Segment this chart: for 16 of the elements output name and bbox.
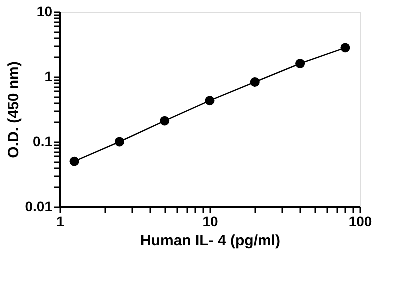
point bbox=[205, 96, 215, 106]
point bbox=[160, 116, 170, 126]
x-tick-label: 100 bbox=[348, 214, 372, 230]
point bbox=[114, 137, 124, 147]
y-tick-label: 0.01 bbox=[25, 198, 53, 214]
point bbox=[340, 43, 350, 53]
point bbox=[250, 78, 260, 87]
y-axis-title: O.D. (450 nm) bbox=[5, 62, 22, 158]
y-tick-label: 0.1 bbox=[33, 134, 53, 150]
point bbox=[70, 156, 80, 166]
y-tick-label: 10 bbox=[36, 4, 53, 20]
x-axis-title: Human IL- 4 (pg/ml) bbox=[140, 232, 280, 250]
x-tick-label: 1 bbox=[56, 214, 65, 230]
y-tick-label: 1 bbox=[44, 68, 53, 84]
point bbox=[296, 59, 306, 68]
x-tick-label: 10 bbox=[202, 214, 218, 230]
